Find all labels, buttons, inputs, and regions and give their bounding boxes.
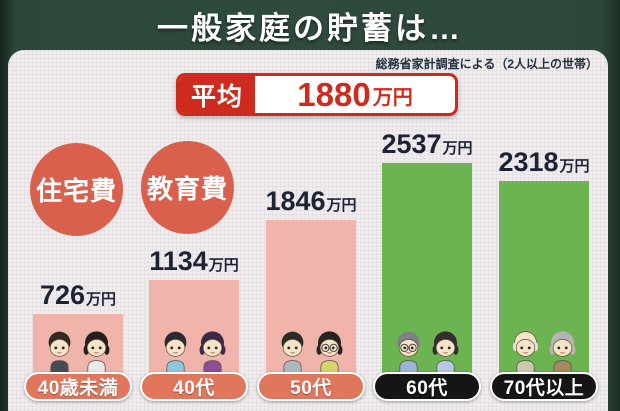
bar-value-label: 2537万円 [371,129,483,160]
average-box: 平均 1880 万円 [176,73,458,116]
elderly-woman-figure [549,331,576,374]
elderly-man-figure [512,331,539,374]
bar-value: 1134 [149,246,208,276]
page-title: 一般家庭の貯蓄は… [157,10,463,46]
sixties-man-figure [397,331,420,374]
bar-value-unit: 万円 [442,140,473,157]
young-man-figure [48,331,71,374]
age-pill-label: 40代 [173,378,215,399]
bar-value: 1846 [265,186,326,216]
age-pill: 60代 [373,372,481,401]
figure-pair [159,330,229,374]
age-pill-label: 60代 [406,378,448,399]
title-banner: 一般家庭の貯蓄は… [0,0,620,50]
bar [499,181,589,374]
bar-group-2: 1134万円 40代 [138,0,250,411]
housing-cost-badge: 住宅費 [30,143,123,236]
bar [33,314,123,374]
bar-group-1: 726万円 40歳未満 [22,0,134,411]
bar-group-4: 2537万円 60代 [371,0,483,411]
bar-value: 2537 [381,129,442,159]
bar-value-label: 1846万円 [255,186,367,217]
bar-group-3: 1846万円 50代 [255,0,367,411]
bar-value-label: 1134万円 [138,246,250,277]
figure-pair [276,330,346,374]
age-pill: 40歳未満 [24,372,132,401]
average-unit: 万円 [372,87,413,109]
bar-value-unit: 万円 [559,158,590,175]
average-label: 平均 [179,76,256,113]
education-cost-badge: 教育費 [141,141,234,234]
age-pill-label: 70代以上 [503,378,585,399]
age-pill: 40代 [140,372,248,401]
figure-pair [43,330,113,374]
bar-group-5: 2318万円 70代以上 [488,0,600,411]
sixties-woman-figure [432,331,459,374]
fifties-woman-figure [316,331,343,374]
bar-value-unit: 万円 [326,197,357,214]
forties-man-figure [164,331,187,374]
source-note: 総務省家計調査による（2人以上の世帯） [375,57,598,71]
average-number: 1880 [297,76,371,113]
figure-pair [392,330,462,374]
education-cost-label: 教育費 [146,174,228,204]
bar-value: 2318 [498,147,559,177]
bar-value-unit: 万円 [86,291,117,308]
average-value: 1880 万円 [255,76,455,113]
figure-pair [509,330,579,374]
fifties-man-figure [281,331,304,374]
housing-cost-label: 住宅費 [35,176,117,206]
bar [149,280,239,374]
age-pill-label: 40歳未満 [37,378,119,399]
age-pill: 70代以上 [490,372,598,401]
forties-woman-figure [199,331,226,374]
age-pill: 50代 [257,372,365,401]
bar-value-unit: 万円 [208,257,239,274]
bar [382,163,472,374]
age-pill-label: 50代 [290,378,332,399]
bar-value: 726 [39,280,86,310]
young-woman-figure [83,331,110,374]
bar-value-label: 2318万円 [488,147,600,178]
bar-value-label: 726万円 [22,280,134,311]
